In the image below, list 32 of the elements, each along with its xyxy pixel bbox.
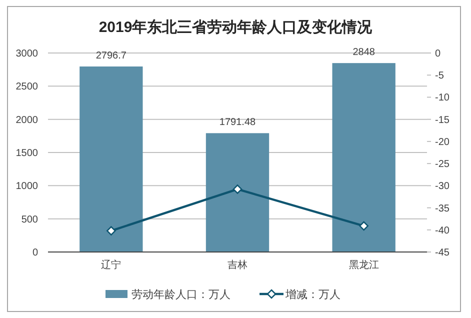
data-label: 2848	[352, 47, 376, 58]
legend-label: 增减：万人	[284, 288, 340, 301]
y2-tick-label: -40	[435, 225, 450, 236]
y-tick-label: 2000	[16, 114, 38, 126]
y2-tick-label: 0	[435, 48, 441, 60]
y-tick-label: 1000	[16, 181, 38, 192]
chart-title: 2019年东北三省劳动年龄人口及变化情况	[98, 18, 374, 36]
x-tick-label: 吉林	[228, 259, 248, 271]
point	[232, 184, 242, 194]
x-tick-label: 黑龙江	[348, 259, 379, 271]
y2-tick-label: -10	[435, 92, 450, 104]
bar	[332, 63, 396, 252]
y-tick-label: 500	[21, 214, 38, 226]
y2-tick-label: -20	[435, 136, 450, 148]
data-label: 1791.48	[219, 117, 256, 128]
y-tick-label: 3000	[16, 48, 38, 60]
data-label: 2796.7	[96, 50, 127, 62]
point	[106, 226, 116, 236]
bar	[80, 66, 143, 252]
y2-tick-label: -35	[435, 203, 450, 214]
bar	[206, 133, 270, 252]
y2-tick-label: -15	[435, 114, 450, 126]
legend-label: 劳动年龄人口：万人	[132, 288, 230, 301]
y-tick-label: 0	[32, 248, 38, 258]
point	[359, 221, 368, 231]
y2-tick-label: -5	[435, 70, 444, 82]
y-tick-label: 1500	[16, 148, 38, 159]
y2-tick-label: -30	[435, 181, 450, 192]
x-tick-label: 辽宁	[101, 259, 122, 271]
y2-tick-label: -45	[435, 248, 450, 258]
y-tick-label: 2500	[16, 82, 38, 93]
y2-tick-label: -25	[435, 159, 450, 170]
